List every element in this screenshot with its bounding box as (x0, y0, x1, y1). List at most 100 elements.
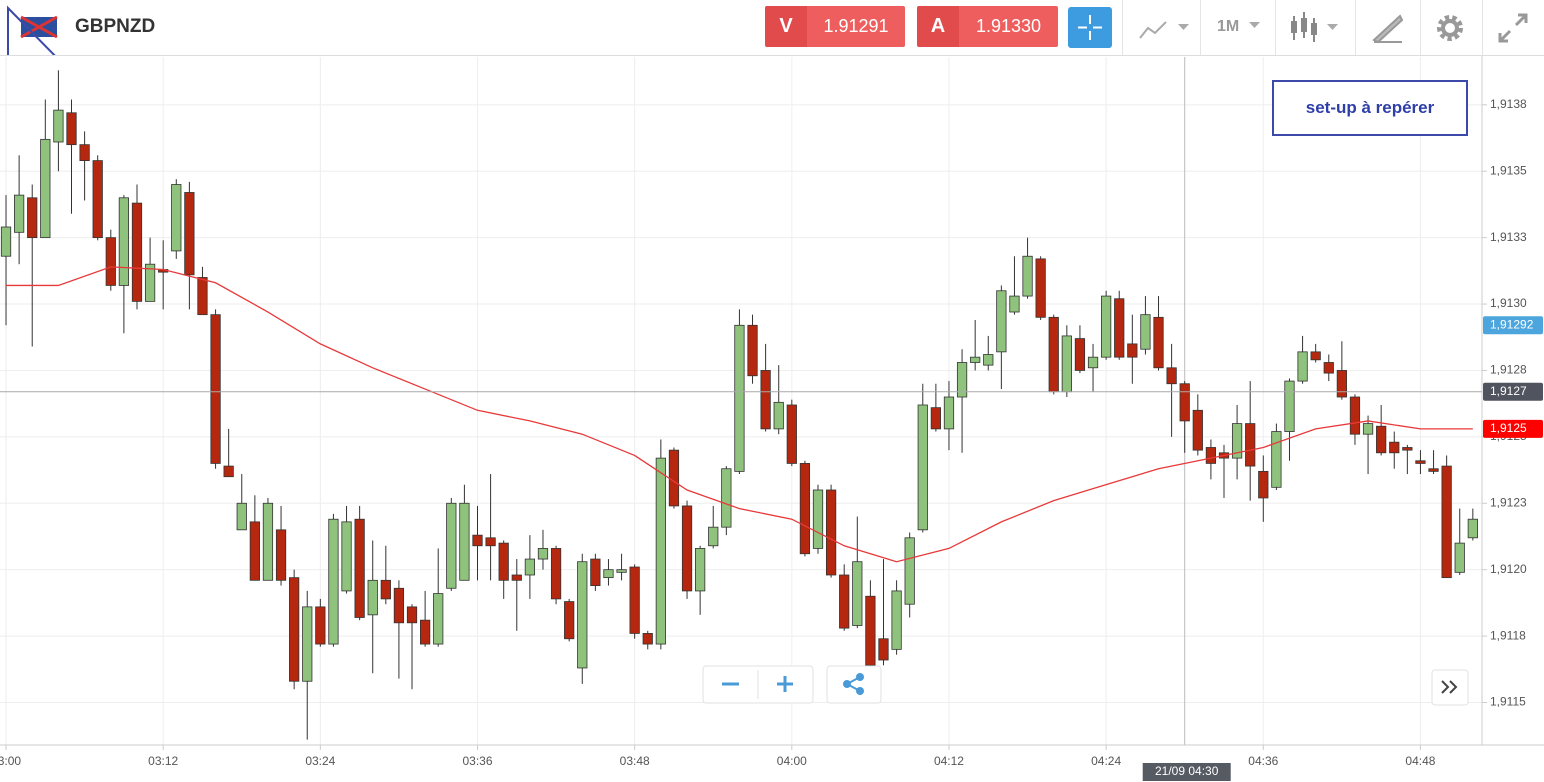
crosshair-label: 21/09 04:30 (1155, 764, 1219, 778)
candle-body (812, 489, 824, 549)
candle-body (446, 502, 457, 589)
scroll-end-icon (1441, 680, 1458, 694)
candle-body (1349, 396, 1361, 435)
candle-icon (1291, 21, 1297, 33)
separator (1482, 0, 1483, 55)
candle-body (564, 601, 575, 640)
candle-body (1323, 362, 1334, 374)
crosshair-label-bg (1142, 763, 1231, 781)
separator (1122, 0, 1123, 55)
candle-body (1284, 380, 1295, 432)
candle-body (419, 619, 431, 645)
candle-body (433, 593, 444, 645)
candle-body (1376, 425, 1387, 454)
dropdown-icon (1327, 24, 1338, 30)
candle-body (681, 505, 693, 592)
candle-body (917, 404, 928, 531)
candle-body (1087, 356, 1099, 369)
candle-body (773, 401, 784, 430)
annotation: set-up à repérer (1272, 80, 1468, 136)
x-tick-label: 04:48 (1405, 754, 1435, 768)
candle-body (1022, 255, 1033, 297)
candle-body (354, 518, 365, 618)
candle-body (747, 324, 758, 377)
candle-body (210, 314, 221, 464)
candle-body (14, 194, 25, 233)
candle-body (721, 468, 732, 528)
share-button[interactable] (826, 665, 882, 704)
buy-price: 1.91330 (959, 6, 1058, 47)
settings-button[interactable] (1434, 12, 1466, 44)
symbol: GBPNZD (75, 16, 156, 37)
candle-body (799, 463, 811, 555)
candle-body (1231, 423, 1243, 459)
separator (1355, 0, 1356, 55)
x-tick-label: 04:00 (777, 754, 807, 768)
candle-body (289, 577, 300, 682)
candle-body (367, 579, 378, 616)
candle-body (79, 144, 90, 161)
dropdown-icon (1249, 22, 1260, 28)
candle-body (105, 237, 116, 286)
candle-body (406, 606, 418, 624)
price-marker (1483, 316, 1543, 335)
zoom-controls[interactable] (702, 665, 1469, 706)
gear-icon (1437, 15, 1463, 41)
separator (1200, 0, 1201, 55)
candle-body (249, 521, 260, 581)
separator (1275, 0, 1276, 55)
x-tick-label: 03:48 (620, 754, 650, 768)
candle-body (131, 202, 143, 302)
gear-icon (1441, 19, 1459, 37)
candle-body (1127, 343, 1138, 358)
candle-body (878, 638, 889, 661)
x-tick-label: 03:00 (0, 754, 21, 768)
candle-body (223, 465, 234, 478)
candle-body (472, 534, 483, 547)
candle-body (302, 606, 313, 682)
indicators-button[interactable] (1138, 14, 1198, 44)
button-bg (1068, 7, 1112, 48)
candle-body (275, 529, 287, 581)
x-tick-label: 03:12 (148, 754, 178, 768)
candle-icon (1311, 23, 1317, 35)
x-tick-label: 04:36 (1248, 754, 1278, 768)
candle-body (524, 558, 535, 576)
scroll-end-button[interactable] (1431, 669, 1469, 706)
share-icon (843, 680, 851, 688)
drawing-button[interactable] (1370, 10, 1406, 46)
timeframe[interactable]: 1M (1217, 18, 1240, 35)
candle-body (197, 277, 208, 316)
candle-body (1179, 383, 1190, 422)
candle-body (66, 112, 77, 146)
candle-body (40, 138, 51, 239)
candle-body (1114, 298, 1125, 358)
sell-button[interactable]: V 1.91291 (765, 6, 905, 47)
candle-body (655, 457, 666, 645)
candle-icon (1301, 18, 1307, 32)
buy-label: A (917, 6, 959, 47)
candle-body (1101, 295, 1112, 358)
candle-body (852, 561, 863, 626)
candle-body (1467, 518, 1478, 539)
candle-body (118, 197, 130, 286)
candle-body (0, 226, 12, 257)
candle-body (1389, 441, 1400, 454)
candle-body (27, 197, 38, 239)
dropdown-icon (1249, 22, 1260, 28)
candle-body (144, 263, 156, 302)
candle-body (1271, 431, 1282, 488)
buy-button[interactable]: A 1.91330 (917, 6, 1058, 47)
candle-body (1009, 295, 1020, 313)
candle-body (236, 502, 247, 531)
share-icon (856, 673, 864, 681)
crosshair-button[interactable] (1068, 7, 1112, 48)
candle-body (1336, 370, 1347, 398)
y-tick-label: 1,9123 (1490, 495, 1527, 509)
candle-body (839, 574, 850, 629)
x-tick-label: 04:24 (1091, 754, 1121, 768)
chart-type-button[interactable] (1288, 8, 1348, 48)
fullscreen-button[interactable] (1497, 12, 1529, 44)
